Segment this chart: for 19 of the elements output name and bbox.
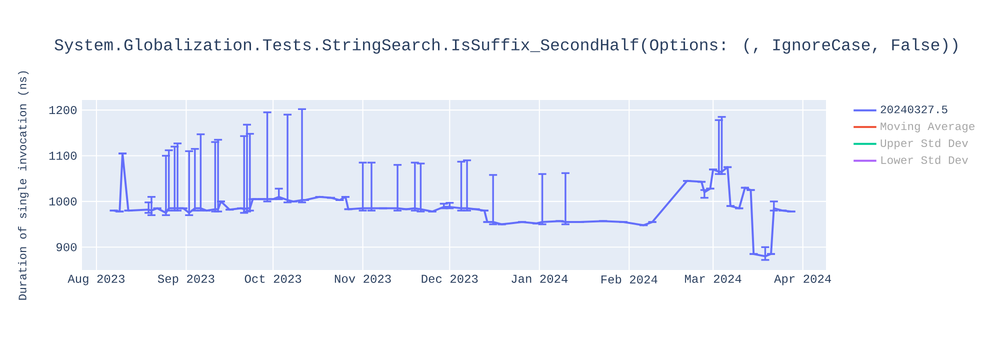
y-tick-label: 1200 xyxy=(49,106,77,114)
legend-label: Moving Average xyxy=(880,122,974,132)
x-tick-label: Dec 2023 xyxy=(422,274,478,283)
x-tick-label: Sep 2023 xyxy=(158,274,214,286)
y-tick-label: 1000 xyxy=(49,197,77,206)
legend-label: Lower Std Dev xyxy=(881,156,968,164)
legend-label: Upper Std Dev xyxy=(880,138,968,150)
x-tick-label: Oct 2023 xyxy=(244,274,302,283)
x-tick-label: Jan 2024 xyxy=(512,274,568,283)
x-tick-label: Nov 2023 xyxy=(334,274,391,283)
x-tick-label: Feb 2024 xyxy=(601,274,658,284)
chart-title: System.Globalization.Tests.StringSearch.IsSuffix_SecondHalf(Options: (, IgnoreCase, False)) xyxy=(54,38,958,54)
legend-label: 20240327.5 xyxy=(880,106,948,114)
x-tick-label: Mar 2024 xyxy=(685,274,742,283)
x-tick-label: Aug 2023 xyxy=(68,274,125,286)
y-tick-label: 900 xyxy=(56,243,77,252)
y-axis-title: Duration of single invocation (ns) xyxy=(18,71,29,300)
y-tick-label: 1100 xyxy=(49,152,77,160)
x-tick-label: Apr 2024 xyxy=(774,274,832,286)
